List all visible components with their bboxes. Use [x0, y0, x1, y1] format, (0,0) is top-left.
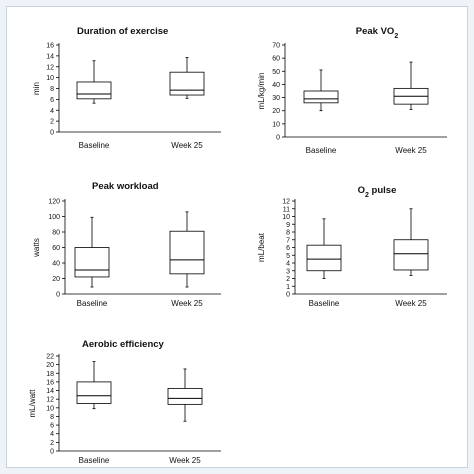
y-tick-label: 6: [50, 423, 54, 430]
iqr-box: [393, 239, 429, 271]
chart-panel-1: Duration of exercise min 0 2 4 6 8 10 12 14 16 Base…: [32, 26, 221, 150]
y-tick-label: 20: [52, 276, 60, 283]
x-category-label: Baseline: [77, 299, 108, 308]
y-tick-label: 10: [272, 121, 280, 128]
y-tick-label: 5: [286, 253, 290, 260]
chart-title-subscript: 2: [365, 192, 369, 199]
y-tick-label: 8: [50, 414, 54, 421]
y-tick-label: 20: [46, 362, 54, 369]
chart-title: Peak workload: [92, 181, 159, 192]
iqr-box: [74, 247, 110, 278]
y-tick-label: 12: [46, 397, 54, 404]
chart-title: Duration of exercise: [77, 26, 168, 37]
y-tick-label: 60: [272, 56, 280, 63]
y-tick-label: 70: [272, 43, 280, 50]
y-axis-label: watts: [32, 238, 41, 258]
y-tick-label: 0: [276, 135, 280, 142]
y-tick-label: 60: [52, 245, 60, 252]
y-tick-label: 6: [286, 245, 290, 252]
y-tick-label: 11: [283, 206, 290, 213]
y-tick-label: 30: [272, 95, 280, 102]
y-tick-label: 40: [52, 261, 60, 268]
y-tick-label: 22: [46, 354, 54, 361]
chart-title-text: Duration of exercise: [77, 26, 168, 37]
x-category-label: Week 25: [395, 146, 427, 155]
y-tick-label: 14: [46, 388, 54, 395]
chart-title-rest: pulse: [369, 185, 396, 196]
y-tick-label: 4: [50, 108, 54, 115]
y-tick-label: 10: [46, 75, 54, 82]
y-tick-label: 20: [272, 108, 280, 115]
y-tick-label: 4: [50, 431, 54, 438]
chart-title-subscript: 2: [394, 33, 398, 40]
y-tick-label: 8: [286, 230, 290, 237]
y-tick-label: 8: [50, 86, 54, 93]
x-category-label: Week 25: [171, 141, 203, 150]
y-tick-label: 2: [50, 440, 54, 447]
y-tick-label: 100: [48, 214, 60, 221]
y-tick-label: 0: [50, 130, 54, 137]
chart-title-text: Aerobic efficiency: [82, 339, 165, 350]
y-tick-label: 6: [50, 97, 54, 104]
y-tick-label: 4: [286, 261, 290, 268]
chart-title-text: Peak VO: [356, 26, 395, 37]
y-tick-label: 2: [286, 276, 290, 283]
iqr-box: [169, 71, 205, 96]
figure-panel: Duration of exercise min 0 2 4 6 8 10 12 14 16 Base…: [6, 6, 468, 468]
y-tick-label: 7: [286, 237, 290, 244]
y-tick-label: 0: [50, 449, 54, 456]
y-tick-label: 18: [46, 371, 54, 378]
x-category-label: Baseline: [79, 141, 110, 150]
y-tick-label: 10: [46, 405, 54, 412]
x-category-label: Baseline: [309, 299, 340, 308]
iqr-box: [169, 230, 205, 275]
y-tick-label: 9: [286, 222, 290, 229]
chart-title: Aerobic efficiency: [82, 339, 165, 350]
chart-panel-3: Peak workload watts 0 20 40 60 80 100 120 Baselin…: [32, 181, 221, 308]
x-category-label: Baseline: [306, 146, 337, 155]
y-axis-label: mL/watt: [28, 389, 37, 418]
y-tick-label: 16: [46, 379, 54, 386]
iqr-box: [303, 90, 339, 104]
iqr-box: [76, 381, 112, 404]
chart-panel-2: Peak VO2 mL/kg/min 0 10 20 30 40 50 60 70 Baseline…: [257, 26, 447, 155]
y-tick-label: 3: [286, 268, 290, 275]
y-tick-label: 16: [46, 43, 54, 50]
x-category-label: Baseline: [79, 456, 110, 465]
boxplot-figure: Duration of exercisemin0246810121416Base…: [28, 26, 447, 465]
y-tick-label: 0: [56, 292, 60, 299]
y-tick-label: 1: [286, 284, 290, 291]
iqr-box: [76, 81, 112, 100]
x-category-label: Week 25: [169, 456, 201, 465]
chart-title-text: O: [358, 185, 365, 196]
y-axis-label: mL/beat: [257, 232, 266, 262]
y-tick-label: 10: [282, 214, 290, 221]
y-tick-label: 0: [286, 292, 290, 299]
x-category-label: Week 25: [395, 299, 427, 308]
iqr-box: [167, 387, 203, 405]
y-tick-label: 40: [272, 82, 280, 89]
y-axis-label: min: [32, 82, 41, 95]
y-tick-label: 2: [50, 119, 54, 126]
y-tick-label: 14: [46, 53, 54, 60]
y-tick-label: 50: [272, 69, 280, 76]
y-tick-label: 80: [52, 230, 60, 237]
chart-title: O2 pulse: [358, 185, 397, 199]
y-axis-label: mL/kg/min: [257, 73, 266, 110]
iqr-box: [306, 244, 342, 272]
y-tick-label: 120: [48, 199, 60, 206]
chart-title: Peak VO2: [356, 26, 399, 40]
x-category-label: Week 25: [171, 299, 203, 308]
y-tick-label: 12: [282, 199, 290, 206]
chart-title-text: Peak workload: [92, 181, 159, 192]
y-tick-label: 12: [46, 64, 54, 71]
